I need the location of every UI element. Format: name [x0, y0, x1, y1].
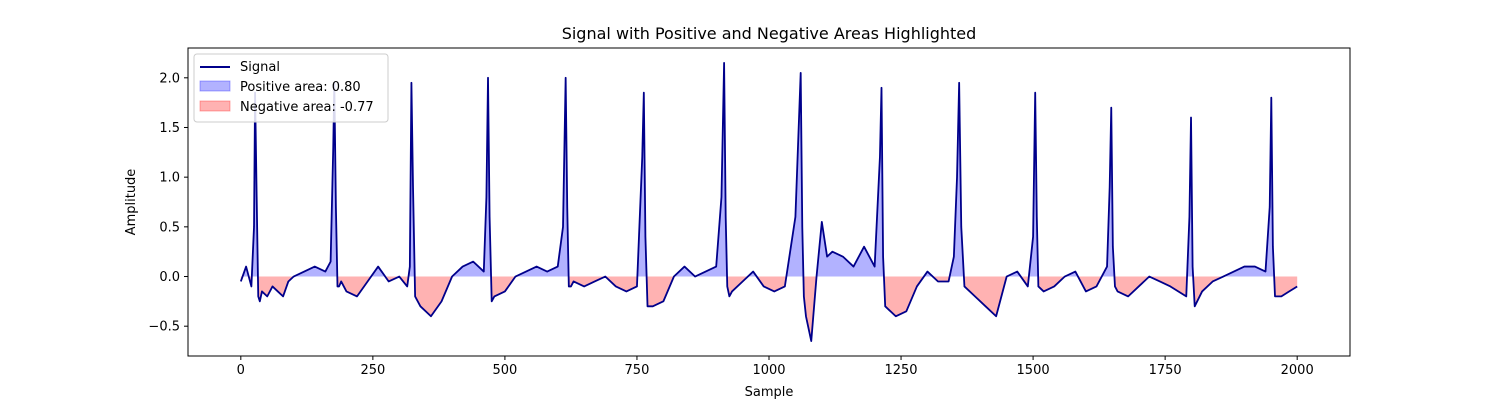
negative-area-fill-12: [883, 276, 924, 317]
x-tick-label: 1750: [1149, 363, 1182, 378]
chart-title: Signal with Positive and Negative Areas …: [562, 24, 977, 43]
y-tick-label: 1.5: [159, 121, 180, 136]
y-tick-label: −0.5: [148, 320, 180, 335]
positive-area-fill-11: [816, 87, 884, 277]
negative-area-fill-9: [727, 276, 748, 297]
y-tick-label: 2.0: [159, 71, 180, 86]
negative-area-fill-17: [1077, 276, 1102, 292]
x-axis-label: Sample: [745, 385, 794, 400]
signal-line: [239, 62, 1298, 343]
negative-area-fill-11: [803, 276, 817, 342]
x-tick-label: 250: [360, 363, 385, 378]
positive-area-fill-15: [1028, 92, 1039, 277]
x-tick-label: 0: [237, 363, 245, 378]
y-axis-label: Amplitude: [124, 169, 139, 236]
positive-area-fill-2: [293, 82, 338, 277]
positive-area-fill-5: [452, 77, 492, 277]
x-tick-label: 750: [625, 363, 650, 378]
negative-area-fill-3: [337, 276, 372, 297]
negative-area-fill-16: [1038, 276, 1065, 292]
negative-area-fill-19: [1193, 276, 1224, 307]
x-tick-label: 1000: [752, 363, 785, 378]
x-tick-label: 500: [492, 363, 517, 378]
negative-area-fill-10: [756, 276, 787, 292]
x-tick-label: 1250: [884, 363, 917, 378]
negative-area-fill-14: [963, 276, 1007, 317]
negative-area-fill-6: [491, 276, 516, 302]
positive-area-fill-19: [1223, 97, 1275, 277]
legend-box: [193, 53, 389, 123]
positive-area-fill-6: [515, 77, 569, 277]
y-tick-label: 1.0: [159, 171, 180, 186]
negative-area-fill-5: [414, 276, 453, 317]
negative-area-fill-4: [385, 276, 409, 287]
y-tick-label: 0.5: [159, 220, 180, 235]
legend-signal-label: Signal: [240, 60, 280, 75]
legend-negative-label: Negative area: -0.77: [240, 100, 374, 115]
x-axis: 0 250 500 750 1000 1250 1500 1750 2000: [237, 356, 1314, 378]
series-group: [239, 62, 1298, 343]
positive-area-fill-8: [673, 62, 728, 277]
legend-negative-swatch: [199, 100, 231, 112]
negative-area-fill-8: [646, 276, 674, 307]
y-axis: −0.5 0.0 0.5 1.0 1.5 2.0: [148, 71, 188, 335]
legend: Signal Positive area: 0.80 Negative area…: [193, 53, 389, 123]
legend-positive-label: Positive area: 0.80: [240, 80, 361, 95]
y-tick-label: 0.0: [159, 270, 180, 285]
legend-positive-swatch: [199, 80, 231, 92]
negative-area-fill-20: [1274, 276, 1298, 297]
x-tick-label: 1500: [1017, 363, 1050, 378]
x-tick-label: 2000: [1281, 363, 1314, 378]
positive-area-fill-13: [949, 82, 964, 277]
positive-area-fill-3: [371, 266, 386, 277]
